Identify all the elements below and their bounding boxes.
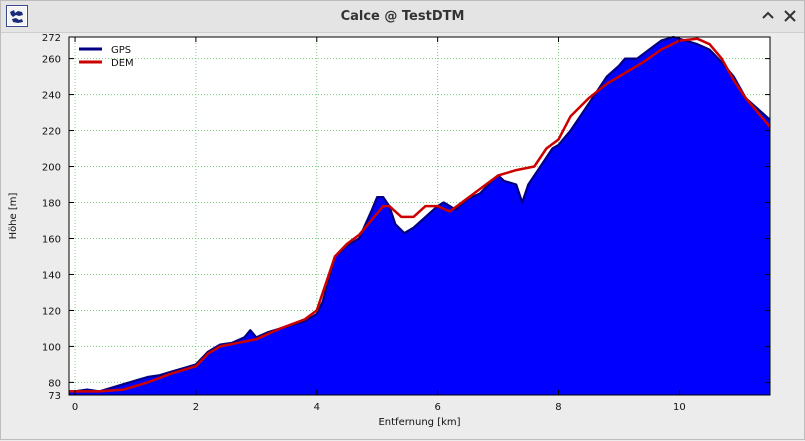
window-title: Calce @ TestDTM (340, 9, 465, 24)
x-tick-label: 4 (314, 402, 320, 413)
legend-label-gps: GPS (111, 45, 131, 56)
y-tick-label: 73 (48, 391, 61, 402)
y-axis-label: Höhe [m] (8, 192, 19, 239)
chevron-up-icon[interactable] (760, 8, 776, 24)
x-axis-label: Entfernung [km] (378, 417, 460, 428)
legend-label-dem: DEM (111, 58, 134, 69)
x-tick-label: 2 (193, 402, 199, 413)
title-bar[interactable]: Calce @ TestDTM (1, 1, 804, 33)
y-tick-label: 220 (42, 127, 61, 138)
y-tick-label: 240 (42, 91, 61, 102)
y-tick-label: 140 (42, 270, 61, 281)
x-tick-label: 0 (72, 402, 78, 413)
close-icon[interactable] (782, 8, 798, 24)
y-tick-label: 100 (42, 342, 61, 353)
y-tick-label: 80 (48, 378, 61, 389)
y-tick-label: 200 (42, 163, 61, 174)
plot-frame (68, 36, 771, 396)
y-tick-label: 160 (42, 234, 61, 245)
elevation-chart: 0 2 4 6 8 10 73 80 100 120 140 160 180 200 220 240 260 27… (8, 33, 771, 428)
legend: GPS DEM (79, 45, 134, 69)
series-area-gps (69, 37, 770, 395)
ticks-layer: 0 2 4 6 8 10 73 80 100 120 140 160 180 200 220 240 260 27… (42, 33, 770, 413)
x-tick-label: 8 (555, 402, 561, 413)
y-tick-label: 120 (42, 306, 61, 317)
y-tick-label: 260 (42, 55, 61, 66)
map-icon[interactable] (6, 5, 28, 27)
x-tick-label: 10 (673, 402, 686, 413)
x-tick-label: 6 (434, 402, 440, 413)
y-tick-label: 180 (42, 199, 61, 210)
series-layer (69, 35, 771, 395)
series-line-dem (69, 37, 771, 393)
y-tick-label: 272 (42, 33, 61, 44)
